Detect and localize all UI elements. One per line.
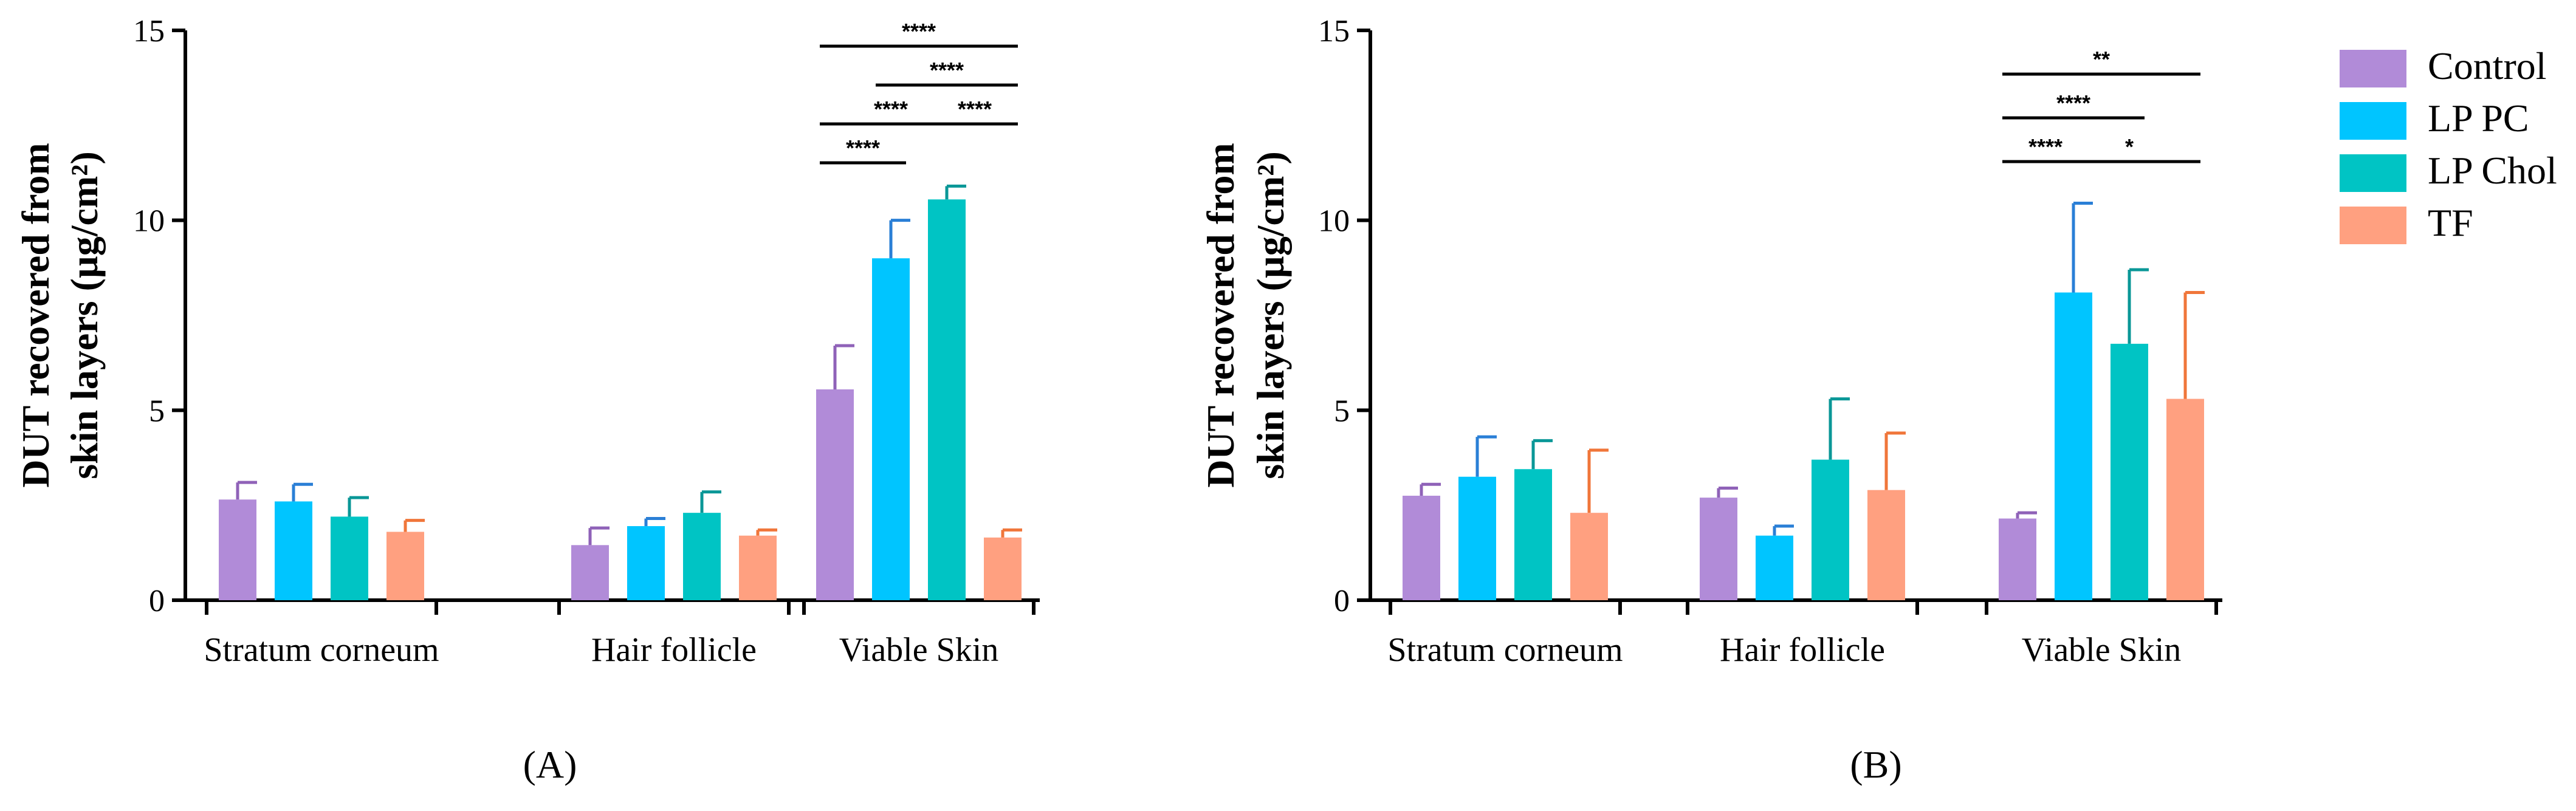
legend: Control LP PC LP Chol TF (2340, 44, 2557, 244)
legend-label-lp-pc: LP PC (2428, 97, 2529, 140)
bar-tf (739, 535, 777, 600)
y-tick-label: 10 (133, 204, 165, 239)
bar-lp-pc (627, 526, 665, 600)
y-tick-label: 10 (1318, 204, 1350, 239)
y-axis-label: skin layers (µg/cm²) (1249, 151, 1292, 479)
y-axis-label: skin layers (µg/cm²) (63, 151, 106, 479)
bar-tf (386, 532, 424, 600)
significance-label: **** (846, 135, 880, 160)
bar-tf (984, 537, 1022, 600)
significance-label: * (2125, 134, 2134, 159)
bar-lp-chol (683, 513, 721, 600)
bar-tf (1867, 490, 1905, 600)
legend-swatch-control (2340, 50, 2406, 87)
y-tick-label: 5 (149, 394, 165, 428)
y-tick-label: 0 (1334, 584, 1350, 618)
significance-label: **** (2028, 134, 2063, 159)
bar-control (1403, 496, 1440, 600)
category-label: Stratum corneum (1387, 631, 1623, 669)
legend-swatch-tf (2340, 207, 2406, 244)
bar-lp-chol (331, 516, 368, 600)
bar-lp-chol (2111, 343, 2148, 600)
y-tick-label: 5 (1334, 394, 1350, 428)
bar-control (571, 545, 609, 600)
bar-lp-pc (275, 501, 312, 600)
bar-control (1999, 518, 2036, 600)
significance-label: ** (2093, 47, 2110, 72)
legend-swatch-lp-chol (2340, 154, 2406, 192)
category-label: Stratum corneum (204, 631, 439, 669)
significance-label: **** (930, 58, 964, 83)
y-tick-label: 15 (1318, 14, 1350, 49)
legend-label-control: Control (2428, 44, 2547, 87)
legend-swatch-lp-pc (2340, 102, 2406, 140)
bar-lp-pc (1458, 476, 1496, 600)
legend-label-tf: TF (2428, 201, 2473, 244)
bar-lp-pc (872, 258, 910, 600)
category-label: Hair follicle (591, 631, 757, 669)
bar-lp-chol (928, 199, 966, 601)
significance-label: **** (2056, 91, 2090, 115)
bar-lp-chol (1514, 469, 1552, 600)
y-tick-label: 15 (133, 14, 165, 49)
y-axis-label: DUT recovered from (1199, 143, 1242, 488)
bar-control (219, 499, 256, 600)
panel-a-chart: 0 5 10 15 Stratum corneum Hair follicle Viable… (14, 14, 1040, 786)
panel-label: (A) (523, 743, 577, 786)
significance-label: **** (874, 97, 908, 121)
panel-b-chart: 0 5 10 15 Stratum corneum Hair follicle Viable… (1199, 14, 2222, 786)
category-label: Viable Skin (839, 631, 999, 669)
bar-lp-pc (1756, 535, 1793, 600)
y-axis-label: DUT recovered from (14, 143, 57, 488)
bar-tf (1570, 513, 1608, 600)
significance-label: **** (902, 19, 936, 44)
panel-label: (B) (1850, 743, 1901, 786)
bar-lp-chol (1812, 459, 1849, 600)
bar-lp-pc (2055, 292, 2092, 600)
category-label: Hair follicle (1720, 631, 1885, 669)
legend-label-lp-chol: LP Chol (2428, 149, 2557, 192)
bar-control (816, 389, 854, 600)
y-tick-label: 0 (149, 584, 165, 618)
bar-control (1700, 498, 1737, 600)
significance-label: **** (958, 97, 992, 121)
bar-tf (2166, 399, 2204, 600)
category-label: Viable Skin (2022, 631, 2182, 669)
